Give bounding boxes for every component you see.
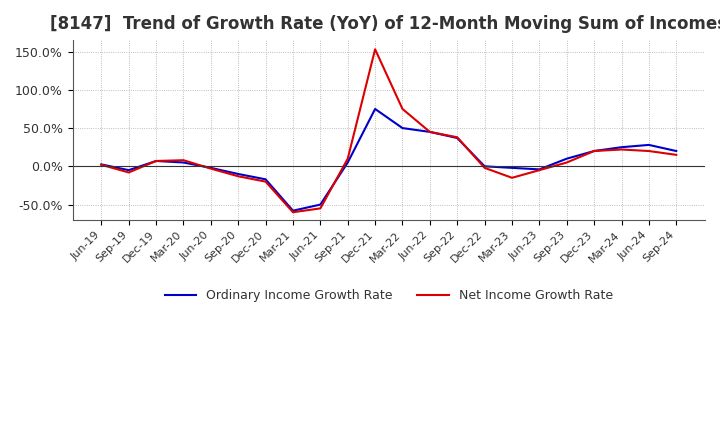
- Net Income Growth Rate: [179, 158, 188, 163]
- Net Income Growth Rate: [261, 179, 270, 184]
- Net Income Growth Rate: [590, 148, 598, 154]
- Line: Net Income Growth Rate: Net Income Growth Rate: [102, 49, 676, 212]
- Ordinary Income Growth Rate: [152, 158, 161, 164]
- Title: [8147]  Trend of Growth Rate (YoY) of 12-Month Moving Sum of Incomes: [8147] Trend of Growth Rate (YoY) of 12-…: [50, 15, 720, 33]
- Net Income Growth Rate: [371, 47, 379, 52]
- Net Income Growth Rate: [672, 152, 680, 158]
- Ordinary Income Growth Rate: [535, 167, 544, 172]
- Net Income Growth Rate: [426, 129, 434, 135]
- Net Income Growth Rate: [398, 106, 407, 112]
- Net Income Growth Rate: [152, 158, 161, 164]
- Net Income Growth Rate: [125, 170, 133, 175]
- Ordinary Income Growth Rate: [179, 160, 188, 165]
- Ordinary Income Growth Rate: [617, 145, 626, 150]
- Net Income Growth Rate: [508, 175, 516, 180]
- Net Income Growth Rate: [562, 160, 571, 165]
- Net Income Growth Rate: [453, 135, 462, 140]
- Ordinary Income Growth Rate: [508, 165, 516, 170]
- Ordinary Income Growth Rate: [590, 148, 598, 154]
- Ordinary Income Growth Rate: [289, 208, 297, 213]
- Ordinary Income Growth Rate: [343, 160, 352, 165]
- Ordinary Income Growth Rate: [672, 148, 680, 154]
- Net Income Growth Rate: [207, 166, 215, 171]
- Line: Ordinary Income Growth Rate: Ordinary Income Growth Rate: [102, 109, 676, 211]
- Ordinary Income Growth Rate: [480, 164, 489, 169]
- Ordinary Income Growth Rate: [234, 171, 243, 176]
- Ordinary Income Growth Rate: [426, 129, 434, 135]
- Ordinary Income Growth Rate: [125, 168, 133, 173]
- Net Income Growth Rate: [343, 156, 352, 161]
- Ordinary Income Growth Rate: [371, 106, 379, 112]
- Net Income Growth Rate: [535, 168, 544, 173]
- Ordinary Income Growth Rate: [316, 202, 325, 207]
- Net Income Growth Rate: [289, 209, 297, 215]
- Ordinary Income Growth Rate: [644, 142, 653, 147]
- Net Income Growth Rate: [316, 206, 325, 211]
- Ordinary Income Growth Rate: [207, 165, 215, 170]
- Net Income Growth Rate: [480, 165, 489, 170]
- Net Income Growth Rate: [97, 162, 106, 168]
- Ordinary Income Growth Rate: [97, 162, 106, 167]
- Legend: Ordinary Income Growth Rate, Net Income Growth Rate: Ordinary Income Growth Rate, Net Income …: [160, 284, 618, 307]
- Net Income Growth Rate: [234, 174, 243, 179]
- Ordinary Income Growth Rate: [453, 136, 462, 141]
- Net Income Growth Rate: [644, 148, 653, 154]
- Net Income Growth Rate: [617, 147, 626, 152]
- Ordinary Income Growth Rate: [562, 156, 571, 161]
- Ordinary Income Growth Rate: [261, 177, 270, 182]
- Ordinary Income Growth Rate: [398, 125, 407, 131]
